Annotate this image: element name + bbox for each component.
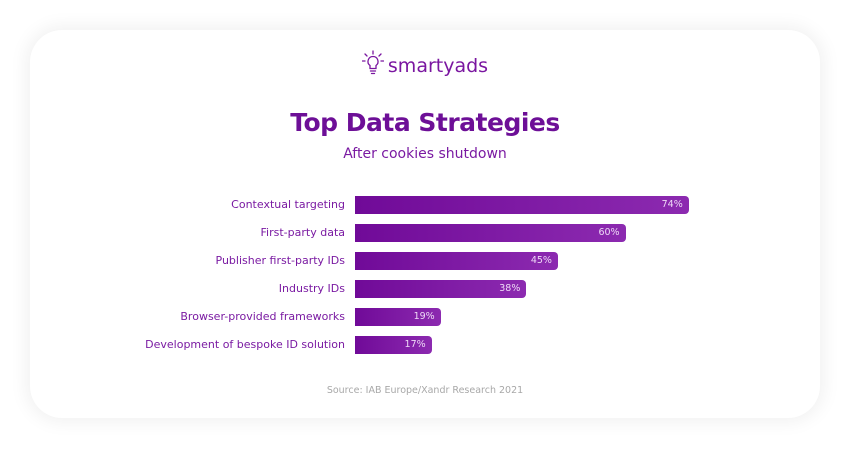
chart-card: smartyads Top Data Strategies After cook… — [30, 30, 820, 418]
brand-name: smartyads — [387, 54, 489, 77]
bar-row: First-party data 60% — [30, 223, 820, 251]
bar-row: Contextual targeting 74% — [30, 195, 820, 223]
bar-value: 19% — [413, 311, 435, 322]
brand-logo: smartyads — [30, 50, 820, 81]
bar-value: 17% — [404, 339, 426, 350]
bar: 74% — [355, 196, 689, 214]
bar-row: Browser-provided frameworks 19% — [30, 307, 820, 335]
bar-row: Development of bespoke ID solution 17% — [30, 335, 820, 363]
bar: 38% — [355, 280, 527, 298]
chart-title: Top Data Strategies — [290, 108, 560, 137]
bar-value: 38% — [499, 283, 521, 294]
bar-label: Browser-provided frameworks — [180, 310, 345, 323]
bar-label: Contextual targeting — [231, 198, 345, 211]
bar-chart: Contextual targeting 74% First-party dat… — [30, 195, 820, 363]
bar-label: Industry IDs — [278, 282, 345, 295]
bar-value: 45% — [530, 255, 552, 266]
bar-value: 60% — [598, 227, 620, 238]
bar-label: First-party data — [260, 226, 345, 239]
bar: 60% — [355, 224, 626, 242]
lightbulb-icon — [361, 50, 385, 81]
bar: 45% — [355, 252, 558, 270]
bar-row: Publisher first-party IDs 45% — [30, 251, 820, 279]
bar-label: Development of bespoke ID solution — [145, 338, 345, 351]
chart-subtitle: After cookies shutdown — [343, 146, 507, 162]
bar: 17% — [355, 336, 432, 354]
bar-row: Industry IDs 38% — [30, 279, 820, 307]
bar-value: 74% — [661, 199, 683, 210]
source-note: Source: IAB Europe/Xandr Research 2021 — [326, 385, 524, 396]
bar: 19% — [355, 308, 441, 326]
bar-label: Publisher first-party IDs — [215, 254, 345, 267]
